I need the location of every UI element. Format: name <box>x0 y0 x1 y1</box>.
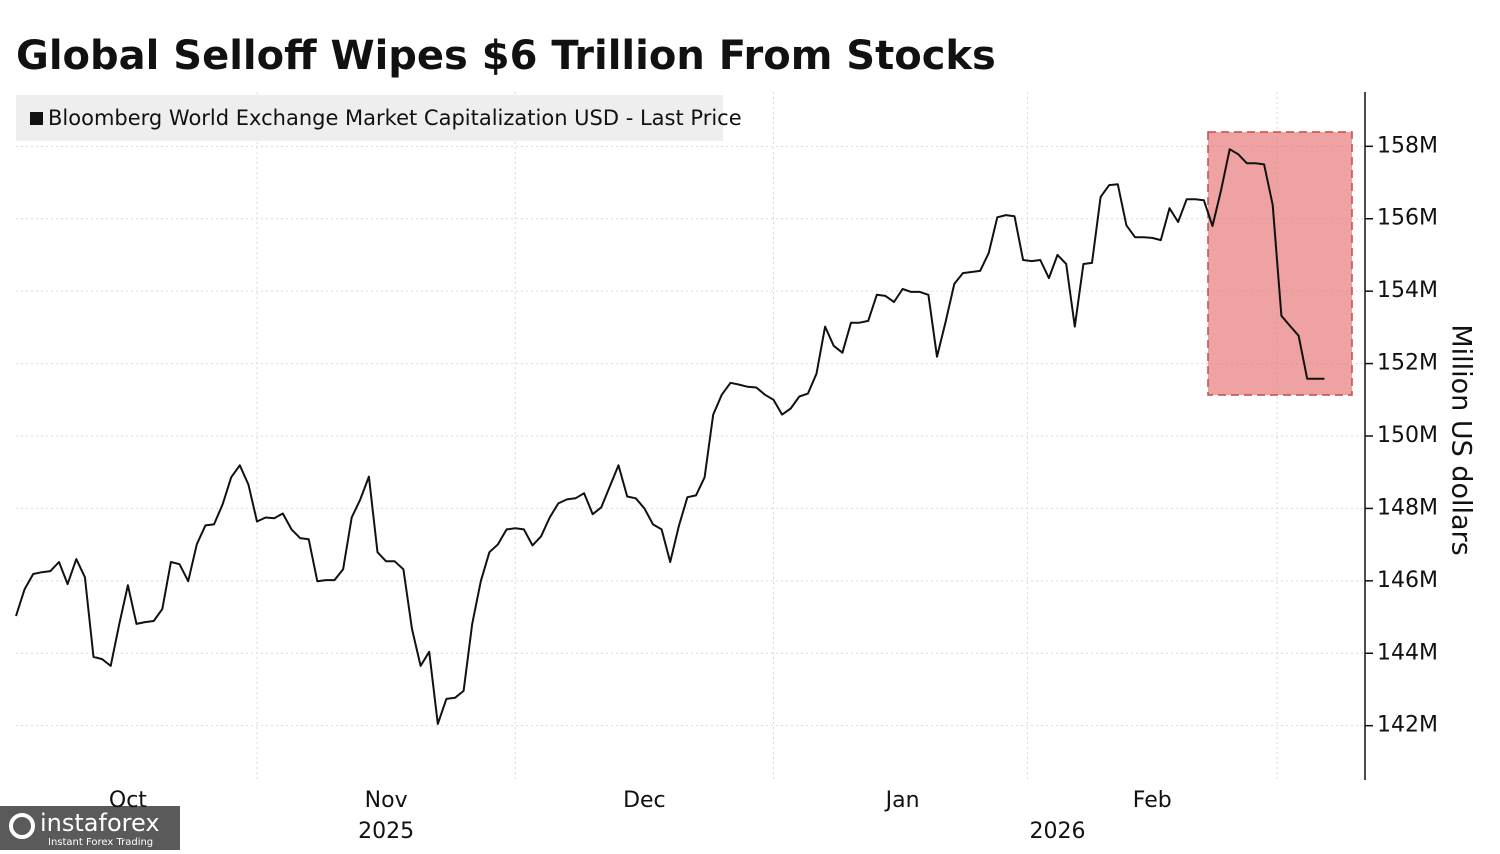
x-tick-label: Oct <box>109 788 147 813</box>
series-line <box>15 148 1325 725</box>
legend-label: Bloomberg World Exchange Market Capitali… <box>48 106 742 130</box>
watermark-bg <box>0 806 180 850</box>
legend-swatch <box>30 112 43 125</box>
grid <box>16 92 1365 780</box>
y-tick-label: 150M <box>1377 423 1438 448</box>
y-tick-label: 144M <box>1377 640 1438 665</box>
y-tick-label: 156M <box>1377 206 1438 231</box>
watermark: instaforex Instant Forex Trading <box>0 806 180 850</box>
y-tick-label: 158M <box>1377 133 1438 158</box>
watermark-logo <box>9 813 35 839</box>
chart-title: Global Selloff Wipes $6 Trillion From St… <box>16 33 996 79</box>
y-tick-label: 152M <box>1377 351 1438 376</box>
x-tick-label: Jan <box>884 788 920 813</box>
y-tick-label: 148M <box>1377 495 1438 520</box>
y-tick-label: 142M <box>1377 713 1438 738</box>
y-tick-label: 154M <box>1377 278 1438 303</box>
x-year-label: 2025 <box>358 819 414 844</box>
watermark-tagline: Instant Forex Trading <box>48 837 153 848</box>
x-year-label: 2026 <box>1030 819 1086 844</box>
x-tick-label: Dec <box>623 788 666 813</box>
x-tick-label: Feb <box>1133 788 1172 813</box>
highlight-box <box>1207 131 1353 396</box>
watermark-brand: instaforex <box>40 809 160 837</box>
legend <box>16 95 723 141</box>
y-tick-label: 146M <box>1377 568 1438 593</box>
x-tick-label: Nov <box>365 788 408 813</box>
y-axis-label: Million US dollars <box>1446 324 1477 555</box>
